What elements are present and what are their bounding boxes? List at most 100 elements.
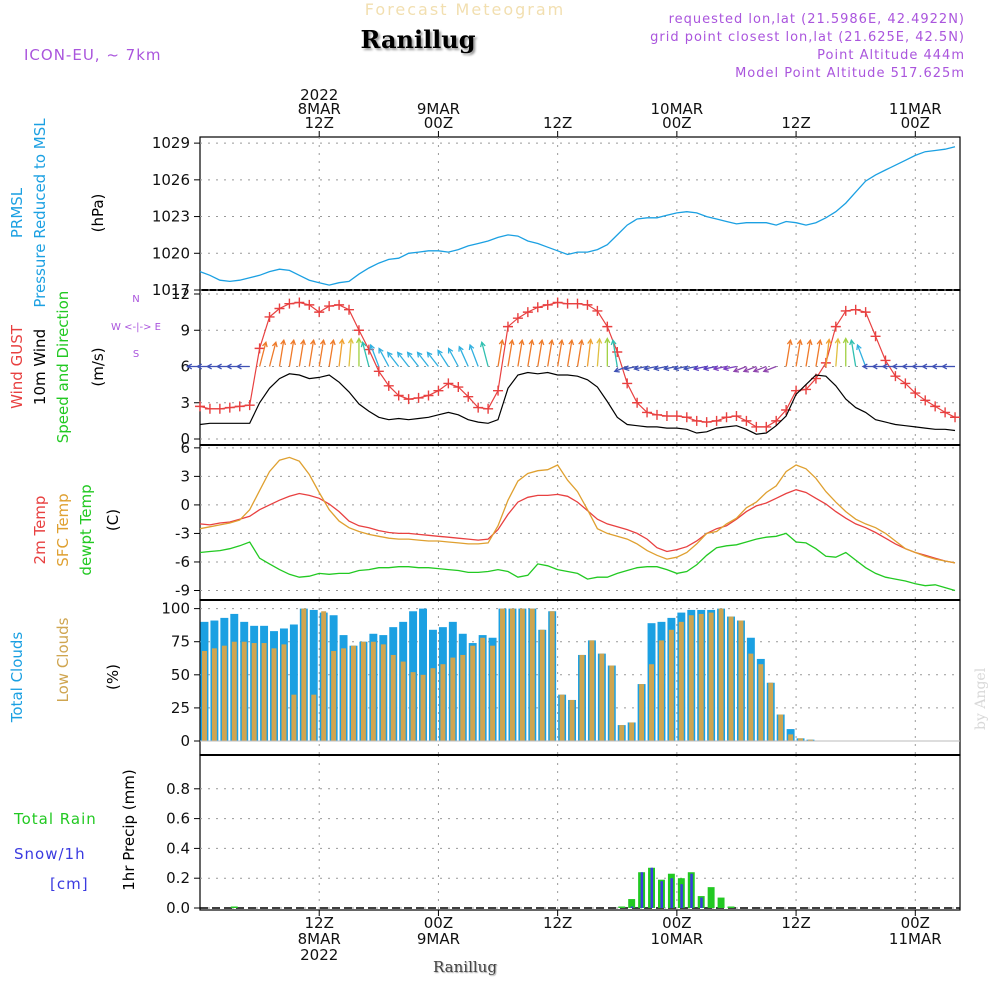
wind-arrow-head bbox=[834, 337, 841, 344]
low-cloud-bar bbox=[430, 668, 436, 741]
wind-arrow-head bbox=[762, 367, 769, 373]
low-cloud-bar bbox=[539, 629, 545, 741]
time-label-bottom: 00Z bbox=[424, 914, 453, 932]
gust-marker bbox=[195, 401, 205, 412]
gust-marker bbox=[850, 304, 861, 315]
low-cloud-bar bbox=[360, 641, 366, 741]
wind-arrow-head bbox=[752, 367, 759, 373]
wind-arrow-head bbox=[587, 338, 594, 345]
gust-marker bbox=[860, 307, 871, 318]
gust-marker bbox=[651, 409, 662, 420]
footer-location: Ranillug bbox=[433, 958, 497, 976]
low-cloud-bar bbox=[718, 608, 724, 741]
low-cloud-bar bbox=[221, 645, 227, 741]
y-tick-label: 3 bbox=[180, 394, 190, 412]
time-label-top: 2022 bbox=[300, 86, 338, 104]
requested-coords: requested lon,lat (21.5986E, 42.4922N) bbox=[669, 12, 965, 27]
rain-bar bbox=[707, 887, 715, 908]
low-cloud-bar bbox=[778, 714, 784, 741]
label-celsius: (C) bbox=[104, 509, 122, 531]
wind-arrow-shaft bbox=[612, 340, 618, 367]
wind-arrow-shaft bbox=[437, 350, 449, 367]
wind-arrow bbox=[613, 365, 628, 373]
low-cloud-bar bbox=[668, 629, 674, 741]
wind-arrow-shaft bbox=[664, 365, 677, 370]
wind-arrow-head bbox=[215, 363, 222, 370]
gust-marker bbox=[691, 415, 702, 426]
wind-arrow-head bbox=[518, 338, 525, 346]
wind-arrow-shaft bbox=[850, 340, 857, 367]
low-cloud-bar bbox=[678, 621, 684, 741]
low-cloud-bar bbox=[420, 674, 426, 741]
wind-arrow-head bbox=[796, 338, 803, 346]
wind-arrow-head bbox=[195, 363, 203, 370]
time-label-top: 9MAR bbox=[417, 100, 460, 118]
gust-marker bbox=[254, 343, 265, 354]
low-cloud-bar bbox=[241, 641, 247, 741]
time-label-bottom: 12Z bbox=[543, 914, 572, 932]
wind-arrow bbox=[805, 338, 813, 367]
wind-arrow-shaft bbox=[318, 340, 325, 367]
wind-arrow-head bbox=[881, 363, 888, 370]
label-speed-direction: Speed and Direction bbox=[54, 291, 72, 444]
point-altitude: Point Altitude 444m bbox=[817, 48, 965, 63]
wind-arrow bbox=[834, 337, 841, 367]
wind-arrow-head bbox=[369, 343, 375, 351]
label-precip: 1hr Precip (mm) bbox=[120, 769, 138, 890]
snow-bar bbox=[680, 884, 683, 908]
low-cloud-bar bbox=[629, 722, 635, 741]
wind-arrow-shaft bbox=[576, 340, 583, 367]
wind-arrow-head bbox=[613, 367, 620, 373]
wind-arrow bbox=[328, 338, 336, 367]
wind-arrow-shaft bbox=[634, 365, 648, 370]
wind-arrow bbox=[338, 338, 345, 367]
time-label-top: 12Z bbox=[781, 114, 810, 132]
low-cloud-bar bbox=[301, 608, 307, 741]
gust-marker bbox=[562, 298, 573, 309]
wind-arrow bbox=[378, 347, 390, 367]
wind-arrow-shaft bbox=[815, 340, 821, 367]
y-tick-label: 12 bbox=[171, 285, 190, 303]
gridpoint-coords: grid point closest lon,lat (21.625E, 42.… bbox=[650, 30, 965, 45]
label-total-rain: Total Rain bbox=[13, 810, 97, 828]
time-label-bottom: 12Z bbox=[305, 914, 334, 932]
wind-arrow-head bbox=[262, 340, 268, 348]
wind-arrow-shaft bbox=[654, 365, 668, 370]
wind-arrow-shaft bbox=[835, 338, 839, 367]
low-cloud-bar bbox=[410, 672, 416, 741]
low-cloud-bar bbox=[649, 664, 654, 741]
wind-arrow bbox=[416, 351, 430, 367]
snow-bar bbox=[670, 878, 673, 908]
gust-marker bbox=[214, 403, 225, 414]
wind-arrow-shaft bbox=[743, 365, 757, 372]
time-label-top: 00Z bbox=[901, 114, 930, 132]
rain-bar bbox=[230, 906, 238, 908]
wind-arrow-shaft bbox=[674, 365, 687, 370]
wind-arrow bbox=[576, 338, 585, 367]
y-tick-label: -3 bbox=[175, 524, 190, 542]
label-percent: (%) bbox=[104, 664, 122, 690]
label-snow: Snow/1h bbox=[14, 845, 86, 863]
wind-arrow-shaft bbox=[693, 365, 707, 370]
gust-marker bbox=[463, 391, 474, 402]
wind-arrow-head bbox=[538, 338, 545, 346]
low-cloud-bar bbox=[440, 664, 446, 741]
wind-arrow-head bbox=[416, 351, 423, 358]
wind-arrow-head bbox=[396, 351, 403, 358]
panel-frame bbox=[199, 444, 961, 601]
wind-arrow-head bbox=[623, 365, 630, 372]
wind-arrow-shaft bbox=[624, 365, 638, 370]
wind-arrow-head bbox=[319, 338, 326, 346]
gust-marker bbox=[830, 321, 841, 332]
wind-arrow-shaft bbox=[713, 365, 727, 370]
gust-marker bbox=[304, 299, 315, 310]
low-cloud-bar bbox=[251, 643, 257, 741]
wind-arrow-head bbox=[891, 363, 898, 370]
gust-marker bbox=[840, 305, 851, 316]
wind-arrow-shaft bbox=[458, 346, 469, 367]
wind-arrow bbox=[369, 343, 380, 367]
label-hpa: (hPa) bbox=[89, 194, 107, 233]
wind-arrow-head bbox=[911, 363, 918, 370]
gust-marker bbox=[681, 412, 692, 423]
